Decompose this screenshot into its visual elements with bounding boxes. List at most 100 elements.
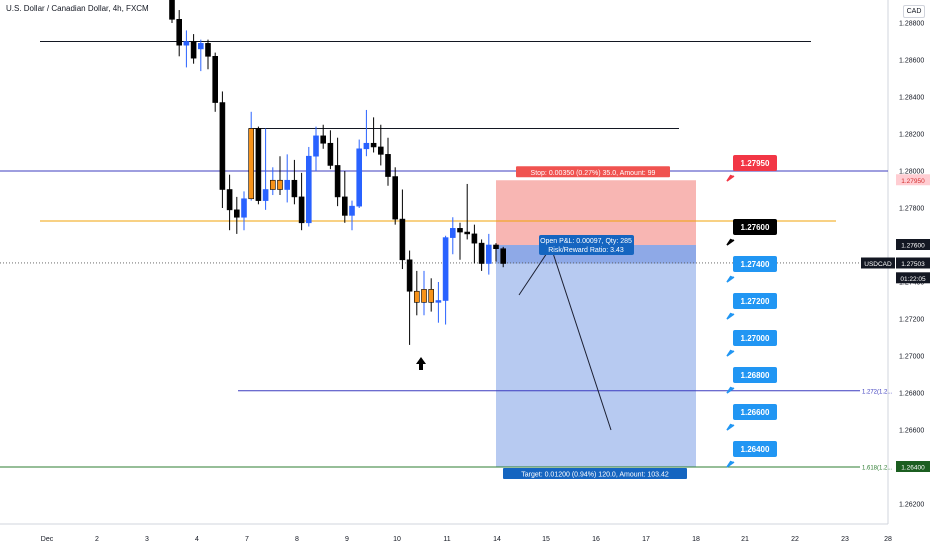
level-tag: 1.27400 [741, 260, 770, 269]
candle-body [241, 198, 247, 218]
x-tick-label: 4 [195, 536, 199, 543]
axis-price-label: 1.26400 [901, 465, 925, 472]
price-label-bg [896, 272, 930, 284]
y-tick-label: 1.28200 [899, 132, 924, 139]
y-tick-label: 1.26800 [899, 391, 924, 398]
y-tick-label: 1.28000 [899, 169, 924, 176]
level-tag-bg [733, 256, 777, 272]
candle-body [327, 142, 334, 166]
candle-body [205, 43, 211, 57]
pnl-label-bg [539, 235, 634, 255]
candle-body [298, 196, 305, 224]
x-tick-label: 15 [542, 536, 550, 543]
price-label-bg [896, 174, 930, 186]
candle-body [421, 289, 427, 303]
candle-body [385, 154, 391, 177]
symbol-label: USDCAD [864, 261, 892, 268]
x-tick-label: 21 [741, 536, 749, 543]
fib-level-label: 1.272(1.2... [862, 389, 893, 395]
candle-body [349, 205, 355, 216]
target-label-bg [503, 468, 687, 479]
candle-body [284, 179, 291, 190]
candle-body [457, 228, 463, 233]
candle-body [169, 0, 175, 20]
candle-body [255, 128, 262, 201]
candle-body [226, 189, 233, 211]
level-tag-bg [733, 367, 777, 383]
candle-body [478, 242, 485, 264]
candle-body [341, 196, 348, 216]
x-tick-label: 23 [841, 536, 849, 543]
x-tick-label: 8 [295, 536, 299, 543]
fib-level-label: 1.618(1.2... [862, 466, 893, 472]
level-tag-bg [733, 293, 777, 309]
y-tick-label: 1.28400 [899, 95, 924, 102]
tag-pointer [726, 349, 735, 357]
candle-body [442, 237, 449, 301]
tag-pointer [726, 275, 735, 283]
level-tag: 1.26800 [741, 371, 770, 380]
level-tag: 1.26400 [741, 445, 770, 454]
candle-body [464, 231, 471, 235]
tag-pointer [726, 312, 735, 320]
candle-body [234, 209, 240, 218]
axis-price-label: 01:22:05 [900, 276, 926, 283]
axis-price-label: 1.27950 [901, 178, 925, 185]
candle-body [435, 300, 442, 303]
x-tick-label: 3 [145, 536, 149, 543]
x-tick-label: 16 [592, 536, 600, 543]
tag-pointer [726, 238, 735, 246]
candle-body [377, 146, 384, 155]
level-tag: 1.27950 [741, 159, 770, 168]
candle-body [320, 135, 327, 144]
x-tick-label: 10 [393, 536, 401, 543]
candle-body [291, 179, 298, 198]
candle-body [363, 142, 370, 150]
level-tag-bg [733, 404, 777, 420]
chart-title: U.S. Dollar / Canadian Dollar, 4h, FXCM [6, 4, 149, 13]
candle-body [334, 165, 341, 198]
y-tick-label: 1.27000 [899, 354, 924, 361]
candle-body [406, 259, 413, 292]
currency-button[interactable]: CAD [903, 5, 925, 18]
price-label-bg [896, 461, 930, 472]
axis-price-label: 1.27503 [901, 261, 925, 268]
candle-body [399, 218, 406, 261]
x-tick-label: 9 [345, 536, 349, 543]
x-tick-label: 14 [493, 536, 501, 543]
price-label-bg [896, 257, 930, 269]
stop-label-bg [516, 166, 670, 178]
x-tick-label: Dec [41, 536, 54, 543]
y-tick-label: 1.28600 [899, 58, 924, 65]
y-tick-label: 1.26600 [899, 428, 924, 435]
target-label: Target: 0.01200 (0.94%) 120.0, Amount: 1… [521, 472, 669, 479]
candle-body [413, 290, 420, 303]
tag-pointer [726, 386, 735, 394]
level-tag-bg [733, 155, 777, 171]
candle-body [493, 244, 499, 249]
candle-body [198, 43, 204, 50]
risk-zone [496, 180, 696, 245]
y-tick-label: 1.26200 [899, 502, 924, 509]
candle-body [370, 142, 377, 148]
candle-body [305, 155, 312, 224]
candle-body [277, 179, 283, 190]
candle-body [471, 233, 478, 244]
candle-body [212, 55, 218, 103]
symbol-label-bg [861, 257, 895, 269]
candle-body [183, 41, 190, 46]
candle-body [262, 189, 269, 201]
reward-zone [496, 245, 696, 467]
candle-body [356, 148, 363, 207]
tag-pointer [726, 423, 735, 431]
candle-body [219, 102, 226, 190]
candle-body [269, 179, 276, 190]
candle-body [449, 228, 456, 238]
x-tick-label: 18 [692, 536, 700, 543]
level-tag: 1.27000 [741, 334, 770, 343]
y-tick-label: 1.27800 [899, 206, 924, 213]
y-tick-label: 1.27200 [899, 317, 924, 324]
level-tag: 1.27600 [741, 223, 770, 232]
x-tick-label: 22 [791, 536, 799, 543]
